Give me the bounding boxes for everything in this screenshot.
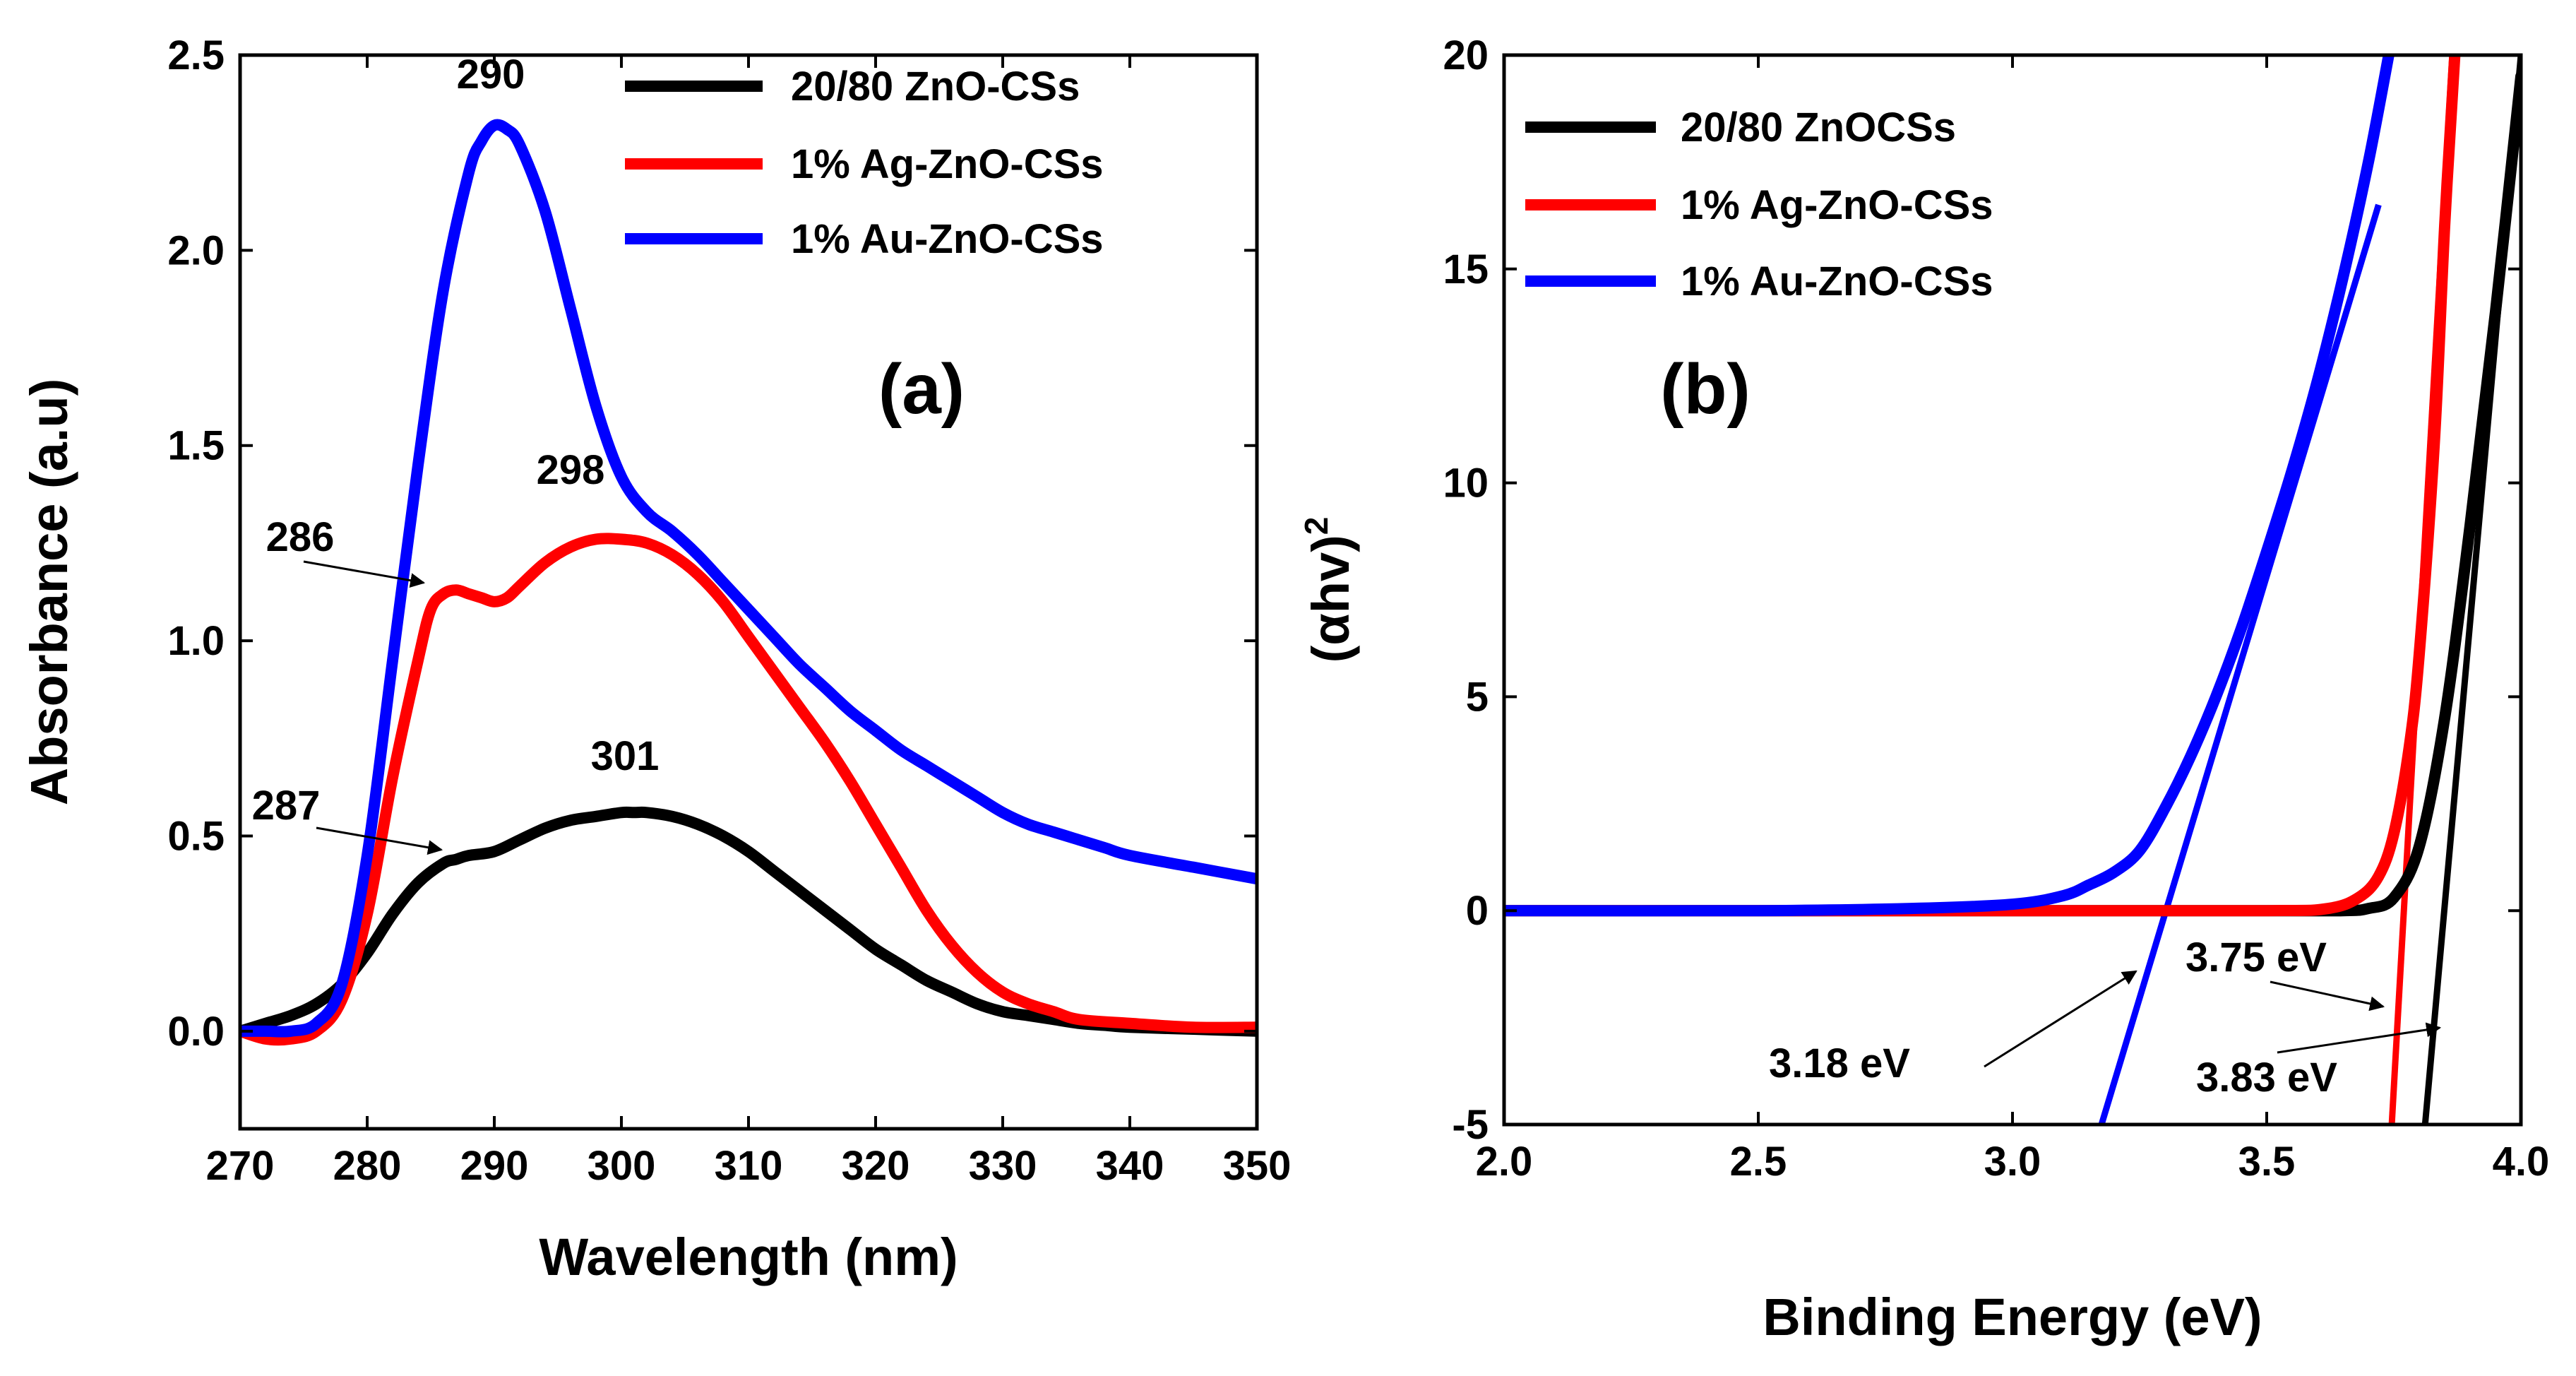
- x-tick-label: 2.0: [1476, 1139, 1533, 1185]
- series-line: [1504, 71, 2521, 917]
- y-axis-title-b: (αhv)2: [1298, 517, 1360, 663]
- x-tick-label: 4.0: [2493, 1139, 2550, 1185]
- band-gap-fit-line: [2098, 203, 2382, 1125]
- y-tick-label: 2.5: [167, 32, 225, 78]
- x-tick-label: 340: [1096, 1143, 1164, 1189]
- x-tick-label: 2.5: [1730, 1139, 1787, 1185]
- band-gap-label: 3.83 eV: [2196, 1055, 2337, 1101]
- annotation-arrow: [2277, 1022, 2442, 1054]
- y-tick-label: 10: [1443, 461, 1489, 506]
- peak-label: 298: [537, 447, 605, 493]
- plot-frame-a: [238, 53, 1259, 1131]
- panel-label-a: (a): [878, 350, 965, 429]
- x-tick-label: 290: [460, 1143, 529, 1189]
- legend-label: 1% Ag-ZnO-CSs: [791, 141, 1104, 187]
- y-tick-label: 0.5: [167, 813, 225, 859]
- y-tick-label: 1.0: [167, 618, 225, 664]
- legend-label: 20/80 ZnO-CSs: [791, 64, 1080, 109]
- x-tick-label: 330: [969, 1143, 1037, 1189]
- peak-label: 287: [252, 783, 321, 829]
- band-gap-label: 3.75 eV: [2186, 935, 2327, 980]
- series-line: [240, 806, 1257, 1037]
- peak-label: 290: [457, 52, 525, 97]
- annotation-arrow: [2270, 980, 2385, 1012]
- peak-label: 301: [591, 733, 660, 779]
- y-tick-label: 0: [1466, 888, 1489, 934]
- legend-label: 20/80 ZnOCSs: [1681, 105, 1956, 150]
- series-line: [240, 533, 1257, 1046]
- y-tick-label: 2.0: [167, 227, 225, 273]
- x-tick-label: 300: [588, 1143, 656, 1189]
- x-axis-title-a: Wavelength (nm): [539, 1228, 958, 1286]
- series-line: [1504, 55, 2395, 917]
- x-tick-label: 3.0: [1984, 1139, 2041, 1185]
- legend-label: 1% Au-ZnO-CSs: [791, 216, 1104, 262]
- peak-label: 286: [266, 514, 335, 560]
- tauc-plot-chart: 2.0 2.5 3.0 3.5 4.0 -5 0 5 10 15 20 Binding Energy…: [1298, 32, 2549, 1346]
- y-tick-label: 0.0: [167, 1009, 225, 1055]
- panel-label-b: (b): [1660, 350, 1751, 429]
- legend-a: 20/80 ZnO-CSs 1% Ag-ZnO-CSs 1% Au-ZnO-CS…: [625, 64, 1104, 262]
- y-tick-label: -5: [1452, 1102, 1489, 1148]
- legend-label: 1% Ag-ZnO-CSs: [1681, 182, 1993, 228]
- x-tick-label: 3.5: [2238, 1139, 2296, 1185]
- absorbance-chart: 270 280 290 300 310 320 330 340 350 0.0 0.5 1.0 1.5 2…: [20, 32, 1291, 1286]
- y-axis-title-b-main: (αhv): [1301, 535, 1360, 663]
- annotation-arrow: [316, 826, 443, 855]
- annotation-arrow: [303, 560, 426, 588]
- x-tick-label: 350: [1223, 1143, 1292, 1189]
- y-tick-label: 15: [1443, 247, 1489, 292]
- legend-label: 1% Au-ZnO-CSs: [1681, 259, 1993, 304]
- series-line: [240, 119, 1257, 1038]
- band-gap-label: 3.18 eV: [1769, 1040, 1910, 1086]
- y-axis-title-a: Absorbance (a.u): [20, 379, 78, 805]
- legend-b: 20/80 ZnOCSs 1% Ag-ZnO-CSs 1% Au-ZnO-CSs: [1525, 105, 1993, 304]
- x-tick-label: 310: [715, 1143, 783, 1189]
- y-tick-label: 5: [1466, 674, 1489, 720]
- plot-frame-b: [1502, 53, 2523, 1127]
- y-tick-label: 1.5: [167, 423, 225, 469]
- x-tick-label: 280: [333, 1143, 402, 1189]
- x-tick-label: 270: [206, 1143, 275, 1189]
- y-tick-label: 20: [1443, 32, 1489, 78]
- x-axis-title-b: Binding Energy (eV): [1763, 1288, 2262, 1346]
- y-axis-title-b-superscript: 2: [1298, 517, 1335, 535]
- annotation-arrow: [1984, 970, 2137, 1068]
- x-tick-label: 320: [842, 1143, 910, 1189]
